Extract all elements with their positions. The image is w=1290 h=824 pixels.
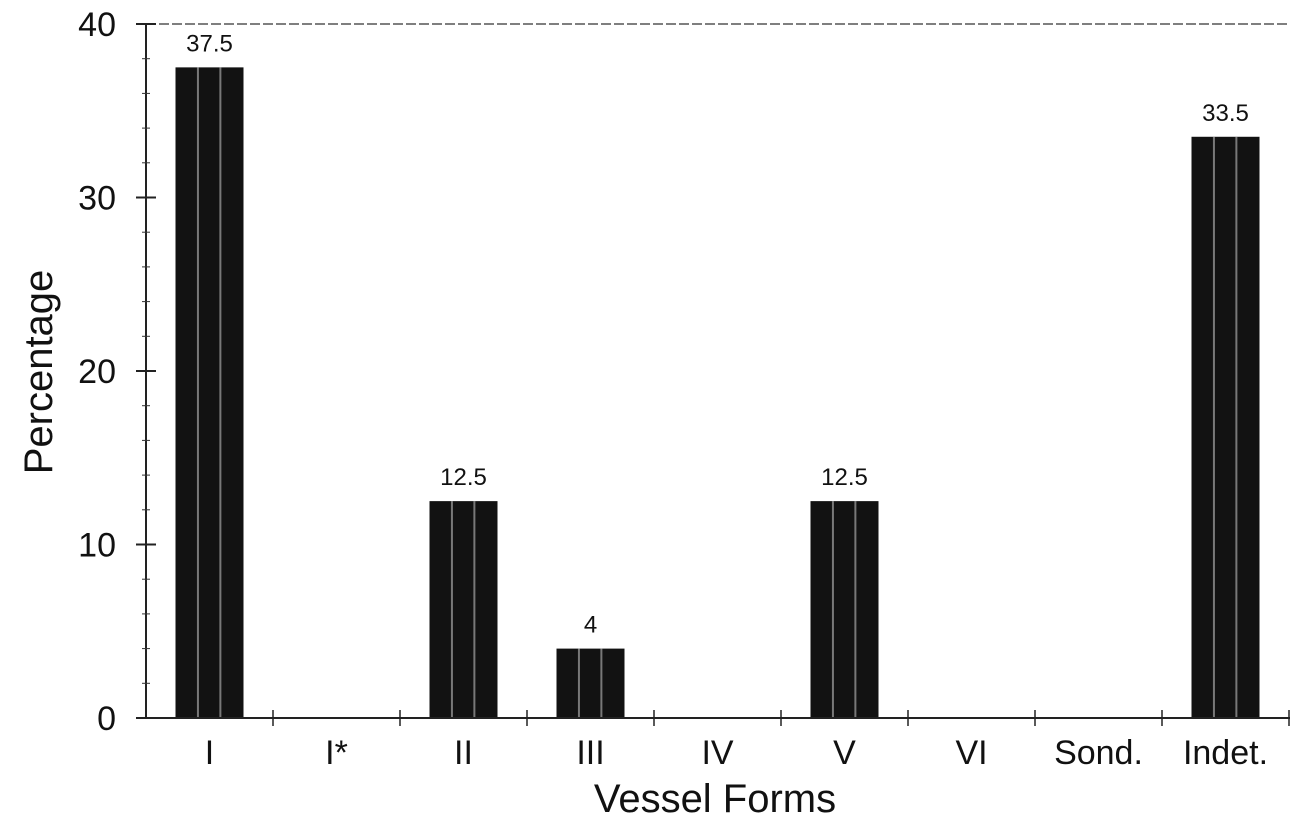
x-tick-label: III (576, 734, 604, 772)
y-tick-label: 20 (78, 353, 116, 391)
data-label: 12.5 (440, 464, 487, 491)
x-tick-label: IV (701, 734, 733, 772)
data-label: 4 (584, 612, 597, 639)
y-tick-label: 30 (78, 180, 116, 218)
x-tick-label: Indet. (1183, 734, 1268, 772)
bar-stripe (600, 648, 603, 718)
x-tick-label: I (205, 734, 214, 772)
bar (429, 501, 498, 718)
y-tick-label: 0 (97, 700, 116, 738)
bar-stripe (473, 501, 476, 718)
data-label: 12.5 (821, 464, 868, 491)
bar (810, 501, 879, 718)
data-label: 37.5 (186, 30, 233, 57)
bar (1191, 136, 1260, 718)
axes (136, 23, 1290, 726)
bar-stripe (1212, 136, 1215, 718)
x-tick-label: I* (325, 734, 348, 772)
bar (556, 648, 625, 718)
x-tick-label: V (833, 734, 856, 772)
bar-stripe (831, 501, 834, 718)
bar-stripe (1235, 136, 1238, 718)
bar-stripe (219, 67, 222, 718)
y-axis-title: Percentage (17, 270, 61, 475)
bar (175, 67, 244, 718)
x-tick-label: VI (955, 734, 987, 772)
y-tick-label: 40 (78, 6, 116, 44)
bar-stripe (450, 501, 453, 718)
x-tick-label: Sond. (1054, 734, 1143, 772)
data-label: 33.5 (1202, 100, 1249, 127)
y-tick-label: 10 (78, 527, 116, 565)
x-tick-label: II (454, 734, 473, 772)
bar-stripe (196, 67, 199, 718)
x-axis-title: Vessel Forms (594, 777, 836, 821)
bar-stripe (577, 648, 580, 718)
bar-stripe (854, 501, 857, 718)
bars (175, 67, 1260, 718)
